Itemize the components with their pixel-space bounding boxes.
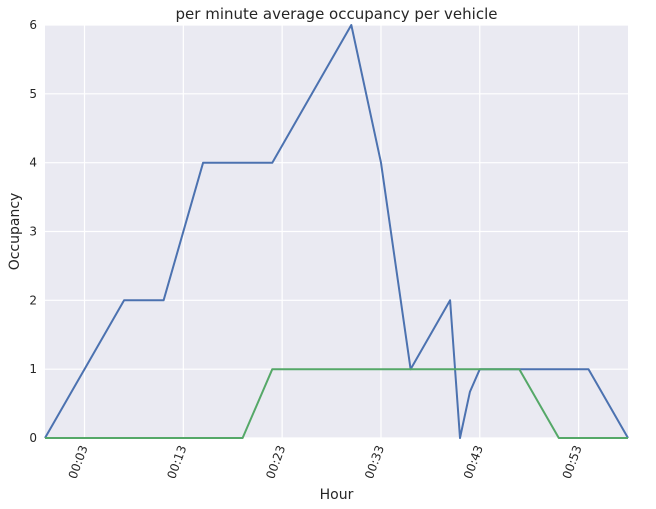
series-lines <box>44 24 629 439</box>
x-tick-label: 00:33 <box>362 443 387 480</box>
y-tick-label: 2 <box>29 293 37 307</box>
y-tick-label: 4 <box>29 156 37 170</box>
y-tick-label: 6 <box>29 18 37 32</box>
x-tick-label: 00:03 <box>66 443 91 480</box>
y-axis-label: Occupancy <box>7 193 23 271</box>
chart-title: per minute average occupancy per vehicle <box>176 5 498 23</box>
y-tick-label: 3 <box>29 225 37 239</box>
x-tick-label: 00:43 <box>461 443 486 480</box>
y-tick-label: 5 <box>29 87 37 101</box>
y-tick-label: 0 <box>29 431 37 445</box>
x-tick-label: 00:23 <box>263 443 288 480</box>
x-tick-label: 00:13 <box>164 443 189 480</box>
y-tick-label: 1 <box>29 362 37 376</box>
x-tick-label: 00:53 <box>560 443 585 480</box>
x-axis-label: Hour <box>320 487 354 503</box>
series-2-line <box>45 368 628 439</box>
